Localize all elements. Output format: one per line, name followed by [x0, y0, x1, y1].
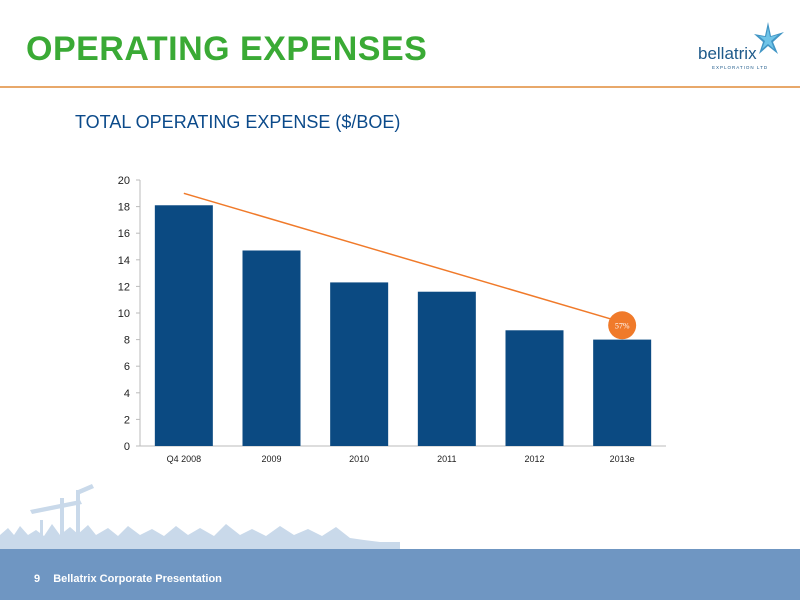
bar [330, 282, 389, 446]
bar-chart: 0 2 4 6 8 10 12 14 16 18 20 Q4 2008 2009 2010 2011 2012… [118, 175, 666, 464]
x-tick-label: 2010 [349, 454, 369, 464]
y-tick-label: 12 [118, 281, 130, 293]
bar [242, 250, 301, 446]
trend-line [183, 192, 623, 324]
footer: 9 Bellatrix Corporate Presentation [34, 573, 222, 585]
bar [154, 205, 213, 446]
y-tick-label: 18 [118, 202, 130, 214]
oil-pump-landscape-graphic [0, 484, 400, 555]
y-tick-label: 8 [124, 335, 130, 347]
x-tick-label: 2013e [610, 454, 635, 464]
percent-badge-label: 57% [615, 321, 630, 330]
footer-title: Bellatrix Corporate Presentation [53, 573, 222, 585]
y-tick-label: 20 [118, 175, 130, 187]
x-tick-label: 2011 [437, 454, 456, 464]
bar [505, 330, 564, 446]
page-number: 9 [34, 573, 41, 585]
header-divider [0, 86, 800, 88]
x-tick-label: 2012 [524, 454, 544, 464]
y-tick-label: 10 [118, 308, 130, 320]
star-logo-icon [754, 22, 784, 54]
bar [593, 339, 652, 446]
page-title: OPERATING EXPENSES [26, 30, 428, 68]
x-tick-label: 2009 [261, 454, 281, 464]
logo-subtext: EXPLORATION LTD [712, 65, 769, 70]
y-tick-label: 4 [124, 388, 130, 400]
percent-badge [608, 311, 637, 340]
company-logo: bellatrix EXPLORATION LTD [690, 18, 790, 78]
bar [417, 291, 476, 446]
y-tick-label: 16 [118, 228, 130, 240]
y-tick-label: 0 [124, 441, 130, 453]
footer-band [0, 549, 800, 600]
y-tick-label: 6 [124, 361, 130, 373]
y-tick-label: 2 [124, 414, 130, 426]
y-tick-label: 14 [118, 255, 130, 267]
logo-wordmark: bellatrix [698, 44, 757, 63]
chart-title: TOTAL OPERATING EXPENSE ($/BOE) [75, 112, 401, 132]
x-tick-label: Q4 2008 [167, 454, 202, 464]
